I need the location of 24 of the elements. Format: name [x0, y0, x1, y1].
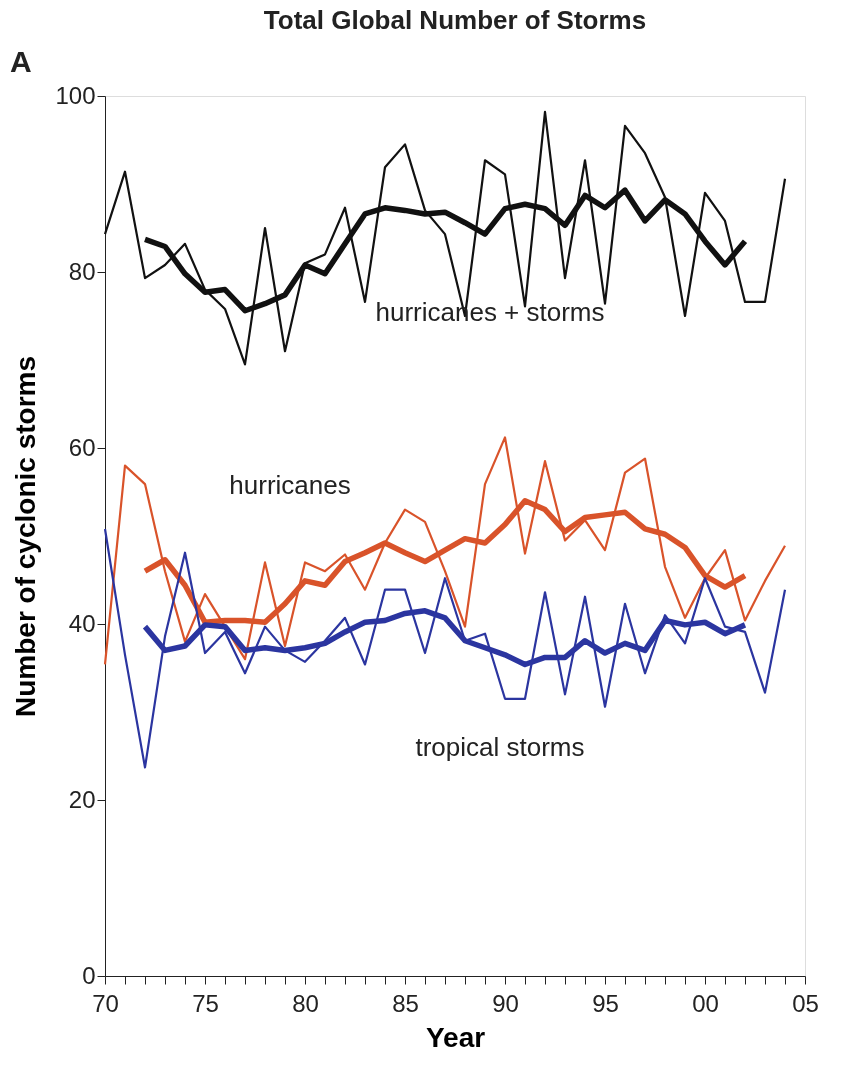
line-series [103, 436, 787, 666]
annotation: hurricanes [229, 470, 351, 500]
x-tick-label: 70 [92, 989, 119, 1017]
y-tick-label: 60 [68, 433, 96, 461]
x-axis-title: Year [425, 1021, 486, 1053]
x-tick-label: 80 [292, 989, 319, 1017]
annotation: tropical storms [415, 732, 585, 762]
y-tick-label: 20 [68, 785, 96, 813]
y-tick-label: 100 [55, 81, 96, 109]
x-tick-label: 85 [392, 989, 419, 1017]
x-tick-label: 00 [692, 989, 719, 1017]
annotation: hurricanes + storms [375, 297, 605, 327]
y-tick-label: 80 [68, 257, 96, 285]
x-tick-label: 05 [792, 989, 819, 1017]
y-tick-label: 0 [82, 961, 96, 989]
x-tick-label: 75 [192, 989, 219, 1017]
x-tick-label: 90 [492, 989, 519, 1017]
text: A [10, 45, 32, 78]
y-tick-label: 40 [68, 609, 96, 637]
x-tick-label: 95 [592, 989, 619, 1017]
chart-title: Total Global Number of Storms [263, 5, 647, 35]
line-series [103, 527, 787, 769]
y-axis-title: Number of cyclonic storms [10, 356, 42, 717]
line-series [103, 110, 787, 366]
